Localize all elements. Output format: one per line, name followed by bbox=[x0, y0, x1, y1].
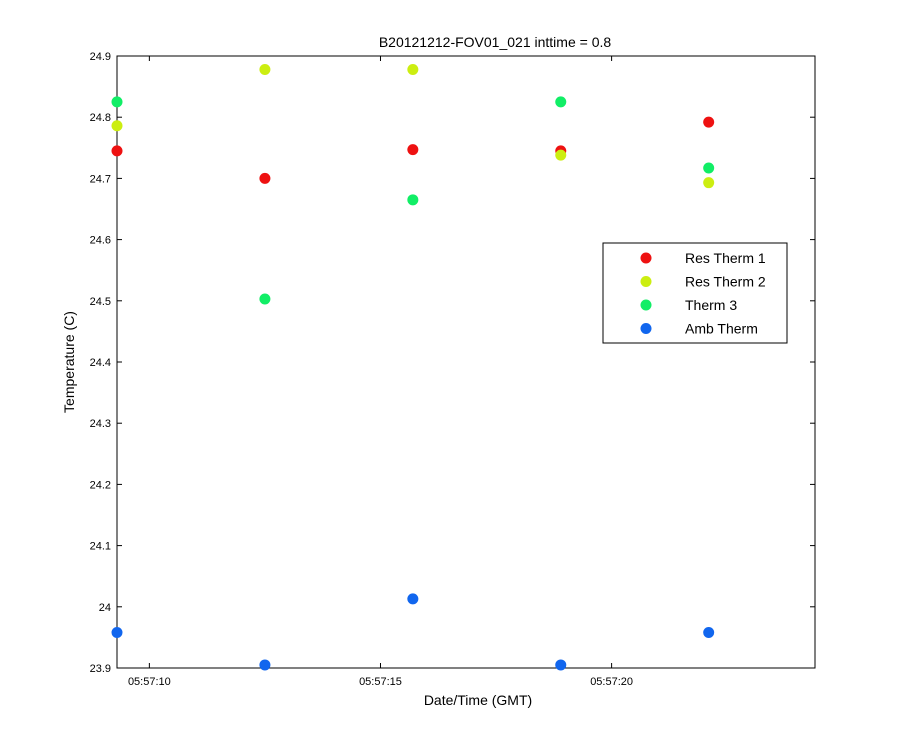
y-tick-label: 24.5 bbox=[90, 296, 111, 308]
data-point bbox=[111, 145, 123, 157]
y-tick-label: 23.9 bbox=[90, 663, 111, 675]
chart-title: B20121212-FOV01_021 inttime = 0.8 bbox=[379, 34, 612, 50]
data-point bbox=[555, 659, 567, 671]
series-therm-3 bbox=[111, 96, 715, 305]
legend-box bbox=[602, 242, 788, 344]
data-point bbox=[111, 627, 123, 639]
legend-marker bbox=[640, 299, 652, 311]
y-tick-label: 24.4 bbox=[90, 357, 111, 369]
data-points bbox=[111, 63, 715, 671]
y-tick-label: 24.8 bbox=[90, 112, 111, 124]
data-point bbox=[703, 627, 715, 639]
y-axis-label: Temperature (C) bbox=[61, 311, 77, 413]
data-point bbox=[259, 293, 271, 305]
axis-ticks: 23.9 24 24.1 24.2 24.3 24.4 24.5 24.6 24.7 24.8 24… bbox=[90, 51, 815, 688]
data-point bbox=[111, 96, 123, 108]
plot-area bbox=[116, 55, 816, 669]
x-tick-label: 05:57:20 bbox=[590, 676, 633, 688]
data-point bbox=[259, 659, 271, 671]
series-amb-therm bbox=[111, 593, 715, 671]
legend-entry: Res Therm 2 bbox=[685, 274, 766, 290]
series-res-therm-2 bbox=[111, 63, 715, 189]
data-point bbox=[259, 63, 271, 75]
x-tick-label: 05:57:15 bbox=[359, 676, 402, 688]
data-point bbox=[555, 96, 567, 108]
legend-marker bbox=[640, 323, 652, 334]
data-point bbox=[407, 63, 419, 75]
x-axis-label: Date/Time (GMT) bbox=[424, 692, 532, 708]
y-tick-label: 24.6 bbox=[90, 235, 111, 247]
data-point bbox=[407, 194, 419, 206]
y-tick-label: 24.1 bbox=[90, 541, 111, 553]
y-tick-label: 24.2 bbox=[90, 479, 111, 491]
legend-entry: Therm 3 bbox=[685, 297, 737, 313]
data-point bbox=[259, 172, 271, 184]
data-point bbox=[703, 177, 715, 189]
data-point bbox=[703, 162, 715, 174]
data-point bbox=[111, 120, 123, 132]
data-point bbox=[703, 116, 715, 128]
legend-entry: Res Therm 1 bbox=[685, 250, 766, 266]
x-tick-label: 05:57:10 bbox=[128, 676, 171, 688]
data-point bbox=[555, 149, 567, 161]
y-tick-label: 24.9 bbox=[90, 51, 111, 63]
legend-marker bbox=[640, 252, 652, 264]
legend-marker bbox=[640, 276, 652, 287]
data-point bbox=[407, 144, 419, 156]
data-point bbox=[407, 593, 419, 605]
legend-entry: Amb Therm bbox=[685, 321, 758, 337]
y-tick-label: 24 bbox=[99, 602, 111, 614]
legend: Res Therm 1 Res Therm 2 Therm 3 Amb Therm bbox=[602, 242, 788, 344]
y-tick-label: 24.3 bbox=[90, 418, 111, 430]
y-tick-label: 24.7 bbox=[90, 173, 111, 185]
